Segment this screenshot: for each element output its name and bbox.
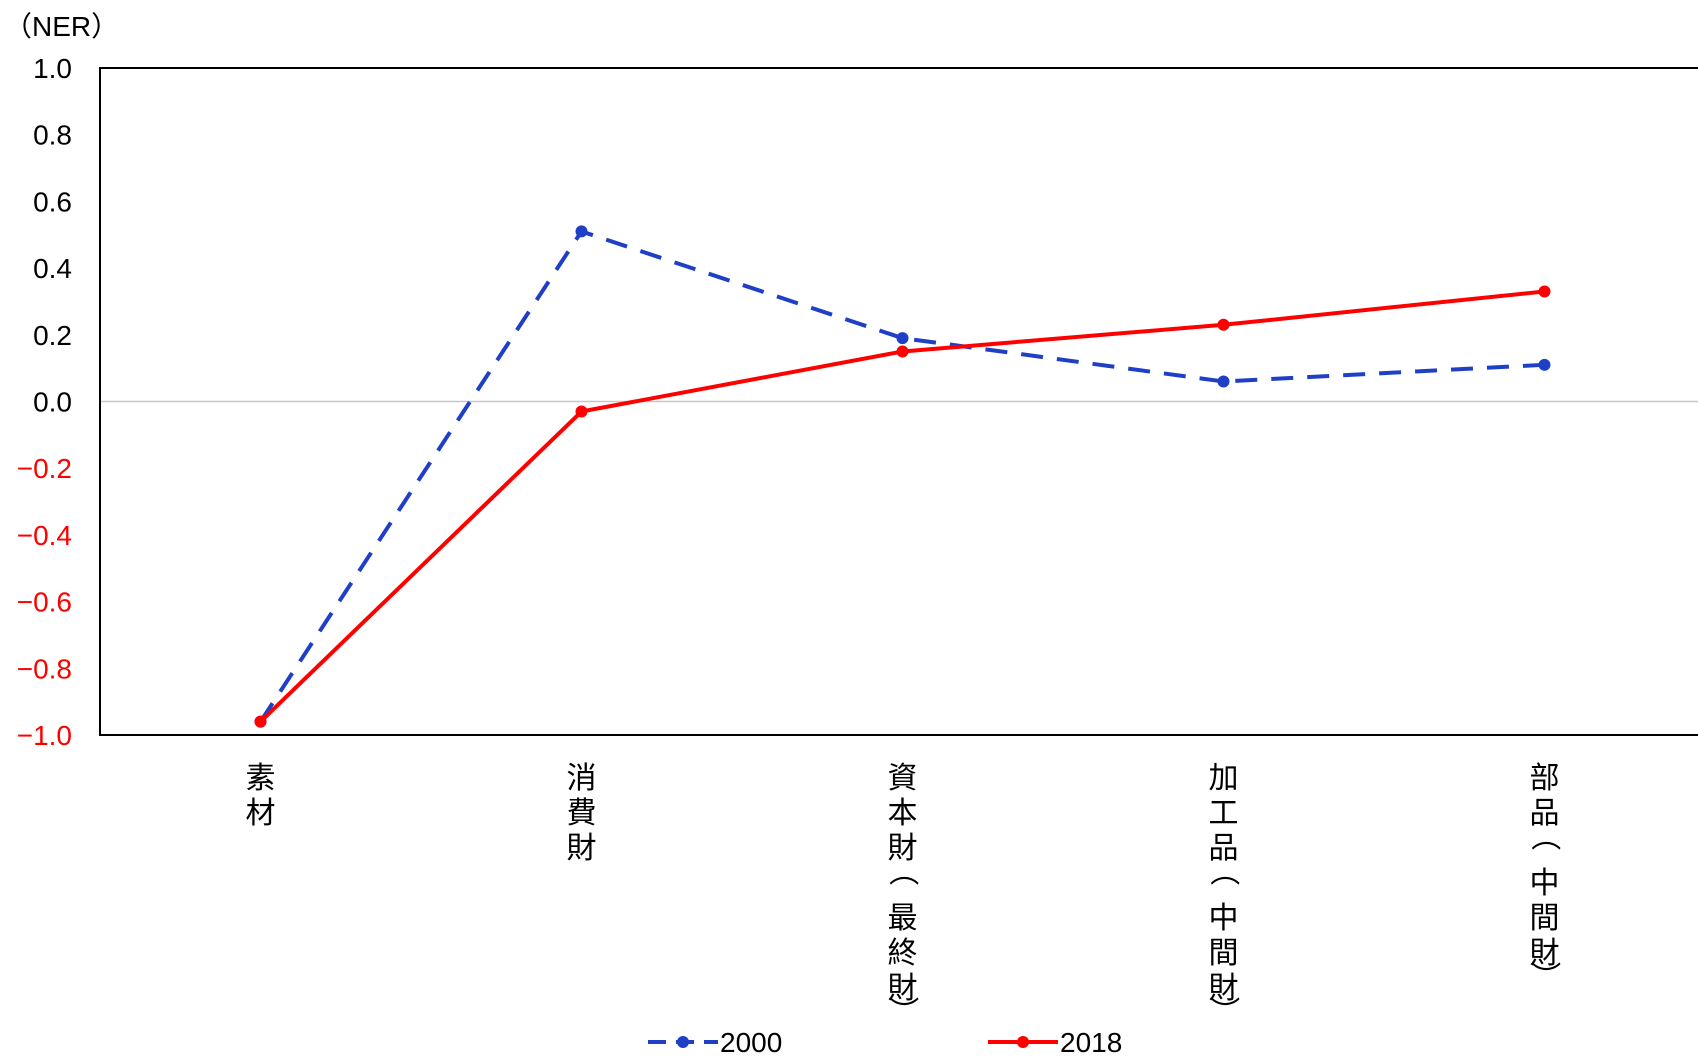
legend-item-2018: 2018 bbox=[988, 1027, 1122, 1058]
y-tick-label: 0.6 bbox=[33, 186, 72, 217]
category-glyph: 財 bbox=[567, 831, 597, 866]
legend-label: 2018 bbox=[1060, 1027, 1122, 1058]
y-tick-label: 0.4 bbox=[33, 253, 72, 284]
category-glyph: 間 bbox=[1530, 901, 1560, 936]
data-point-2018 bbox=[255, 716, 267, 728]
y-tick-label: −0.6 bbox=[17, 587, 72, 618]
data-point-2018 bbox=[1218, 319, 1230, 331]
legend-item-2000: 2000 bbox=[648, 1027, 782, 1058]
category-glyph: （ bbox=[1527, 821, 1562, 851]
category-glyph: 工 bbox=[1209, 796, 1239, 831]
legend: 2000 2018 bbox=[648, 1027, 1122, 1058]
category-glyph: 中 bbox=[1209, 901, 1239, 936]
data-point-2018 bbox=[576, 406, 588, 418]
data-point-2000 bbox=[897, 332, 909, 344]
data-point-2000 bbox=[1539, 359, 1551, 371]
y-tick-label: 0.0 bbox=[33, 387, 72, 418]
legend-marker bbox=[1017, 1036, 1029, 1048]
legend-label: 2000 bbox=[720, 1027, 782, 1058]
y-tick-label: −0.2 bbox=[17, 453, 72, 484]
category-glyph: 材 bbox=[246, 796, 276, 831]
y-tick-label: 0.8 bbox=[33, 120, 72, 151]
y-tick-label: 1.0 bbox=[33, 53, 72, 84]
category-glyph: 加 bbox=[1209, 761, 1239, 796]
data-point-2018 bbox=[1539, 285, 1551, 297]
category-label: 消費財 bbox=[567, 761, 597, 866]
series-line-2000 bbox=[261, 231, 1545, 721]
category-glyph: 本 bbox=[888, 796, 918, 831]
category-glyph: 終 bbox=[888, 936, 918, 971]
y-axis-ticks: 1.0 0.8 0.6 0.4 0.2 0.0 −0.2 −0.4 −0.6 −0.8 −1.0 bbox=[17, 53, 72, 751]
data-point-2000 bbox=[1218, 375, 1230, 387]
y-tick-label: −0.8 bbox=[17, 653, 72, 684]
category-label: 素材 bbox=[246, 761, 276, 831]
category-glyph: 中 bbox=[1530, 866, 1560, 901]
category-glyph: 資 bbox=[888, 761, 918, 796]
category-glyph: 消 bbox=[567, 761, 597, 796]
category-label: 資本財（最終財） bbox=[885, 761, 920, 1026]
data-point-2000 bbox=[576, 225, 588, 237]
y-tick-label: −1.0 bbox=[17, 720, 72, 751]
category-glyph: 最 bbox=[888, 901, 918, 936]
category-label: 加工品（中間財） bbox=[1206, 761, 1241, 1026]
data-point-2018 bbox=[897, 345, 909, 357]
category-glyph: （ bbox=[885, 856, 920, 886]
y-tick-label: −0.4 bbox=[17, 520, 72, 551]
y-axis-title: （NER） bbox=[4, 11, 119, 42]
category-glyph: （ bbox=[1206, 856, 1241, 886]
category-glyph: 素 bbox=[246, 761, 276, 796]
category-glyph: 間 bbox=[1209, 936, 1239, 971]
y-tick-label: 0.2 bbox=[33, 320, 72, 351]
category-glyph: ） bbox=[1527, 961, 1562, 991]
category-glyph: ） bbox=[885, 996, 920, 1026]
series-layer bbox=[255, 225, 1551, 727]
category-label: 部品（中間財） bbox=[1527, 761, 1562, 991]
category-glyph: 部 bbox=[1530, 761, 1560, 796]
category-glyph: ） bbox=[1206, 996, 1241, 1026]
legend-marker bbox=[677, 1036, 689, 1048]
category-glyph: 費 bbox=[567, 796, 597, 831]
